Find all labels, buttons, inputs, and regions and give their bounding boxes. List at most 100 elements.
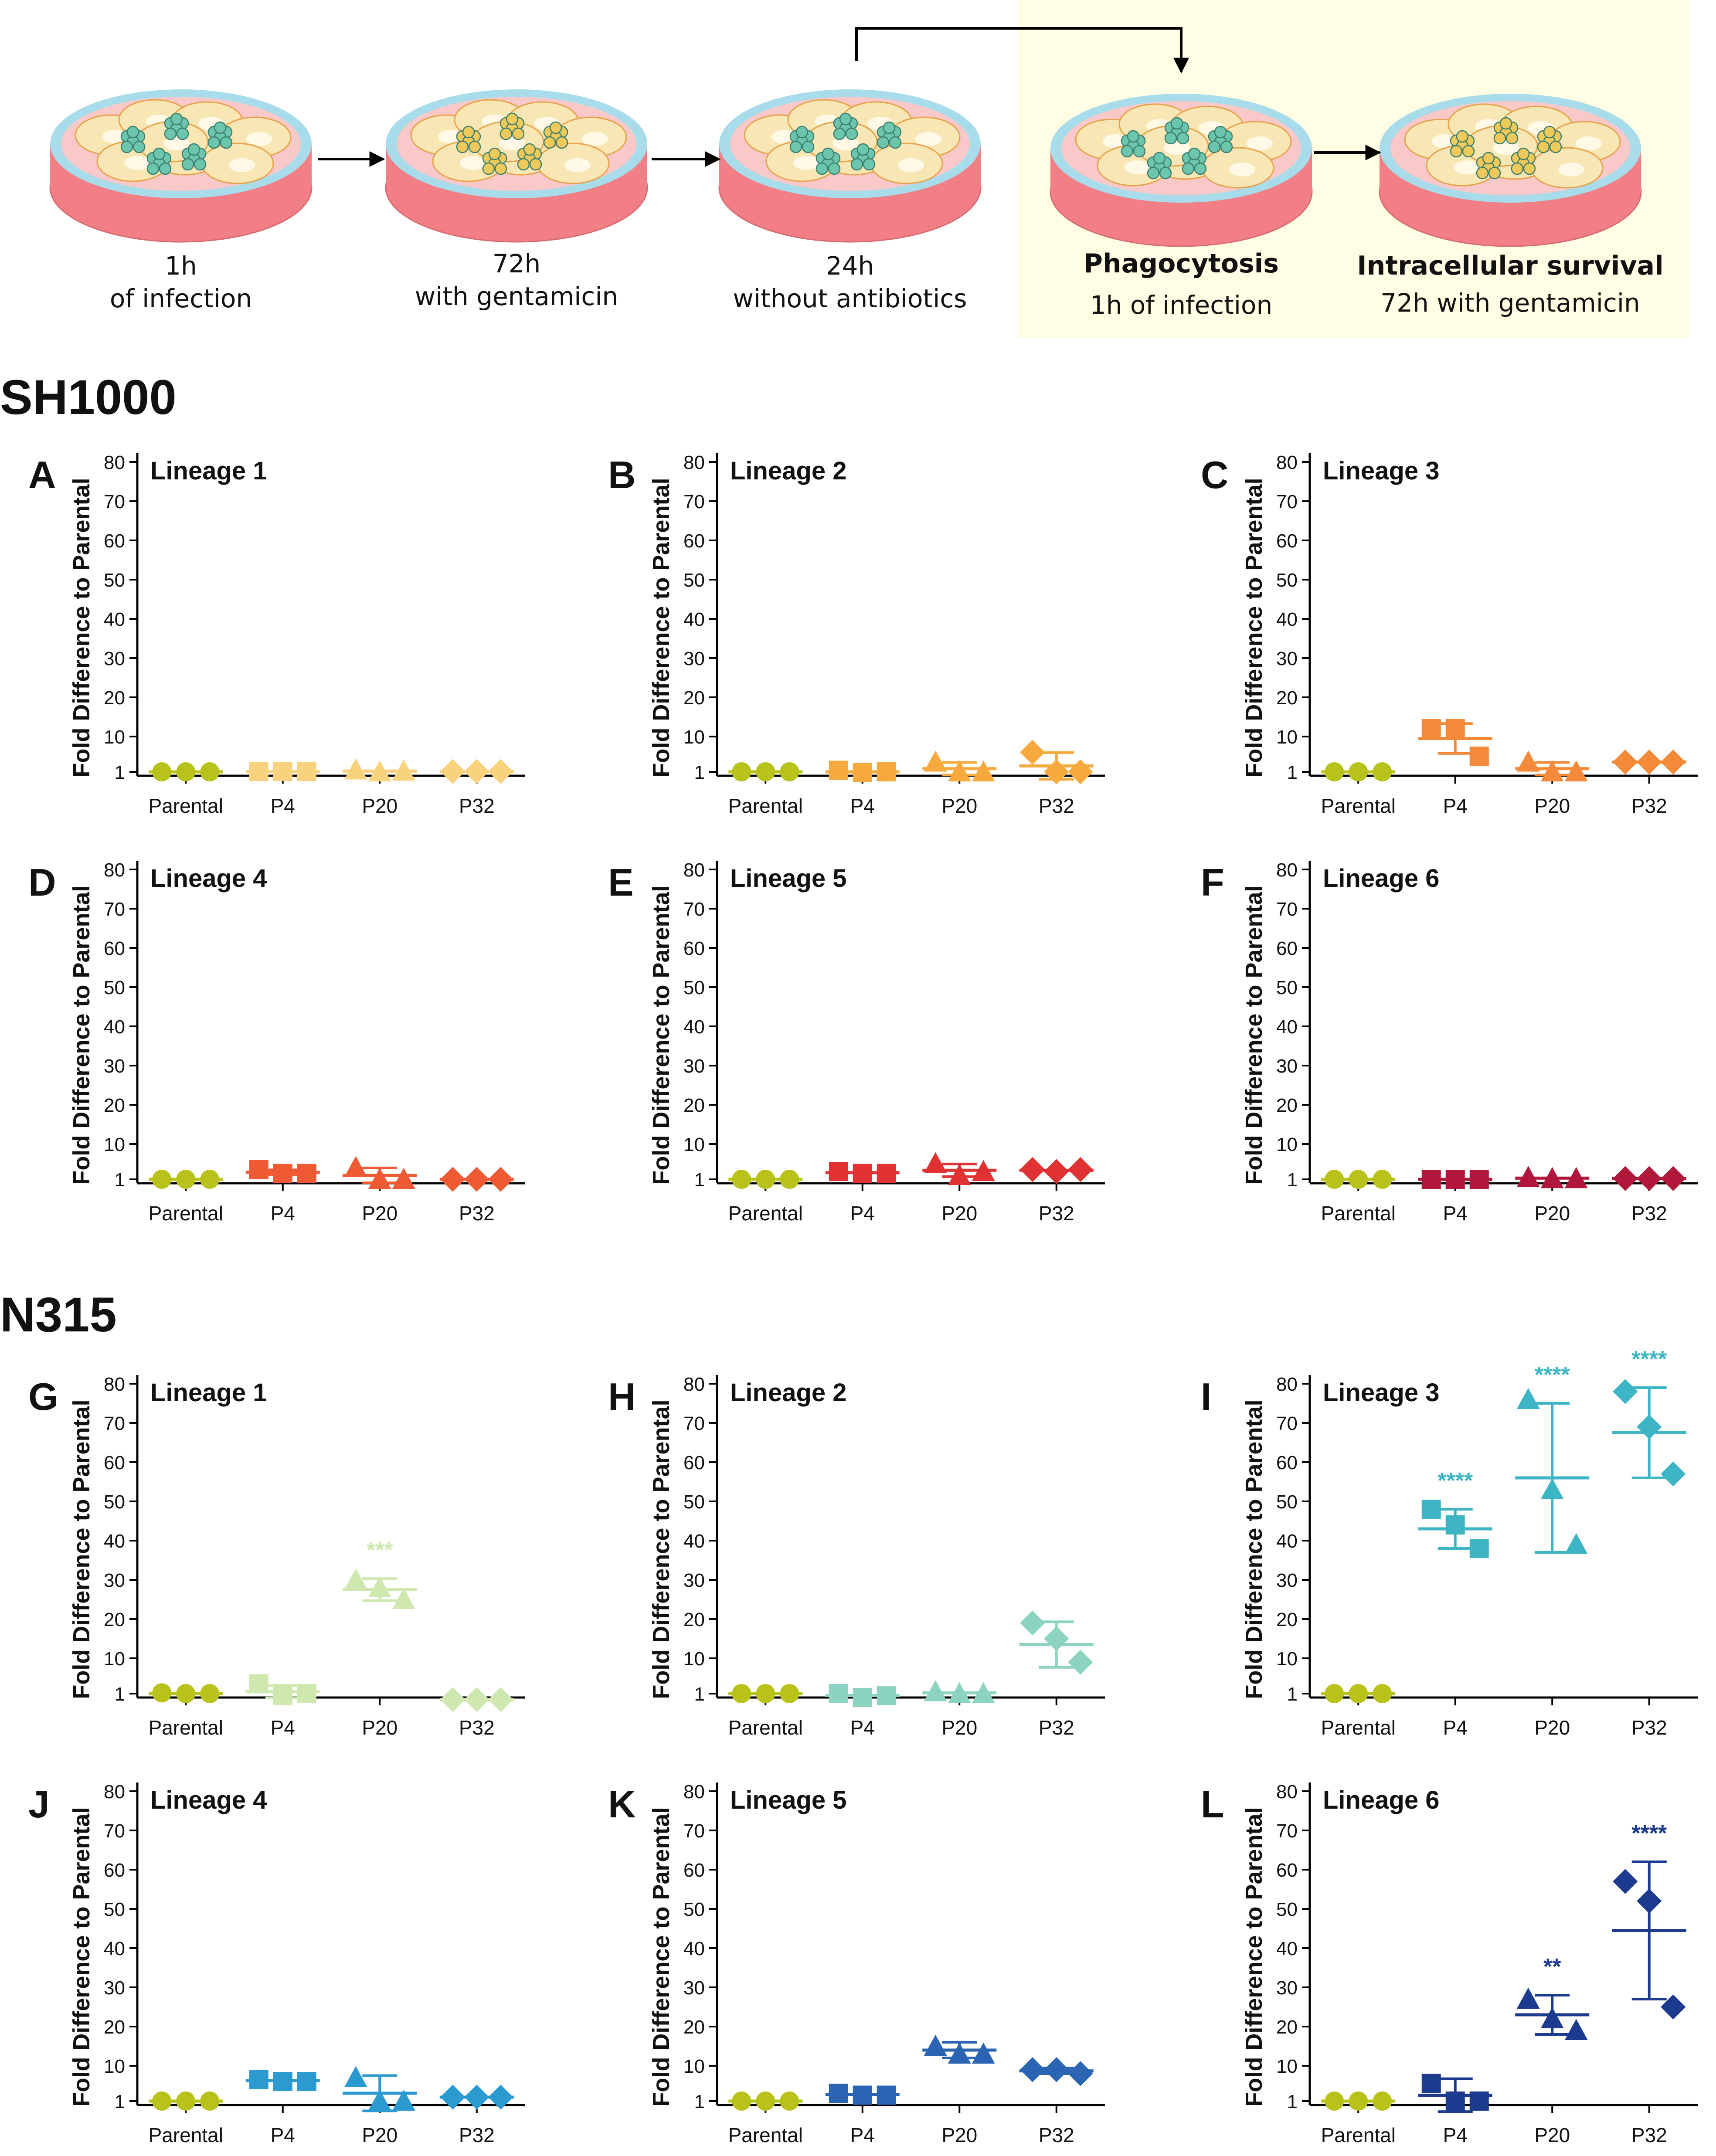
data-point-p32: [1613, 1869, 1638, 1894]
significance-stars: ****: [1437, 1468, 1473, 1494]
y-tick-label: 40: [683, 1938, 705, 1959]
panel-letter: A: [28, 453, 56, 496]
y-tick-label: 1: [694, 762, 705, 783]
data-point-p20: [972, 2042, 995, 2064]
y-tick-label: 10: [683, 2056, 705, 2077]
y-tick-label: 50: [683, 1899, 705, 1920]
bacterium: [506, 112, 519, 126]
yellow-bacteria-icon: [1450, 130, 1475, 158]
y-tick-label: 60: [1276, 1860, 1298, 1881]
panel-letter: I: [1201, 1375, 1211, 1418]
y-tick-label: 80: [104, 1781, 125, 1803]
chart-panel-l: L Fold Difference to Parental Lineage 6 1 10…: [1201, 1781, 1698, 2146]
bacterium: [555, 136, 568, 149]
y-tick-label: 1: [115, 1169, 125, 1191]
yellow-bacteria-icon: [517, 143, 542, 171]
y-axis-label: Fold Difference to Parental: [68, 478, 95, 777]
host-cell-nucleus: [1576, 136, 1602, 150]
x-tick-label: Parental: [149, 794, 223, 817]
y-tick-label: 10: [683, 1134, 705, 1155]
host-cell-nucleus: [582, 132, 608, 146]
y-tick-label: 70: [104, 491, 125, 513]
x-tick-label: P4: [850, 1716, 875, 1739]
bacterium: [856, 143, 870, 156]
y-tick-label: 20: [683, 1095, 705, 1116]
y-tick-label: 40: [104, 1016, 125, 1038]
y-tick-label: 10: [104, 2056, 125, 2077]
x-tick-label: P20: [362, 2124, 398, 2146]
y-tick-label: 20: [683, 2017, 705, 2038]
data-point-p32: [1068, 2061, 1093, 2086]
y-tick-label: 30: [683, 1056, 705, 1077]
data-point-p4: [1421, 719, 1441, 738]
bacterium: [494, 162, 507, 175]
y-tick-label: 80: [683, 452, 705, 473]
chart-panel-h: H Fold Difference to Parental Lineage 2 1 10…: [608, 1374, 1105, 1739]
green-bacteria-icon: [207, 121, 233, 149]
data-point-p20: [924, 2034, 947, 2056]
chart-panel-b: B Fold Difference to Parental Lineage 2 1 10…: [608, 452, 1105, 817]
panel-letter: K: [608, 1783, 636, 1826]
y-tick-label: 1: [1287, 1169, 1298, 1191]
arrow-step-3-to-4: [855, 27, 1189, 74]
bacterium: [863, 158, 876, 171]
x-tick-label: P4: [271, 1202, 295, 1225]
y-axis-label: Fold Difference to Parental: [1241, 1807, 1267, 2106]
bacterium: [1133, 145, 1146, 158]
y-tick-label: 40: [1276, 609, 1298, 630]
dish-step-3: [718, 89, 982, 243]
panel-letter: D: [28, 861, 56, 904]
y-tick-label: 80: [1276, 452, 1298, 473]
y-tick-label: 70: [104, 1820, 125, 1842]
data-point-p32: [1661, 1994, 1686, 2020]
x-tick-label: Parental: [728, 2124, 803, 2146]
y-tick-label: 40: [683, 1531, 705, 1552]
chart-title: Lineage 4: [150, 1786, 267, 1814]
y-tick-label: 60: [1276, 1452, 1298, 1474]
x-tick-label: Parental: [149, 1716, 223, 1739]
x-tick-label: P20: [1534, 2124, 1570, 2146]
x-tick-label: P4: [271, 1716, 295, 1739]
x-tick-label: Parental: [1321, 1716, 1396, 1739]
data-point-p20: [392, 1168, 415, 1189]
chart-panel-d: D Fold Difference to Parental Lineage 4 1 10…: [28, 859, 525, 1225]
y-tick-label: 80: [683, 859, 705, 881]
y-tick-label: 20: [1276, 687, 1298, 709]
significance-stars: ****: [1631, 1821, 1667, 1846]
step-5-title: Intracellular survival: [1357, 251, 1663, 281]
host-cell-nucleus: [1454, 160, 1480, 174]
bacterium: [207, 136, 221, 149]
data-point-p4: [297, 1684, 316, 1703]
bacterium: [1214, 126, 1227, 139]
chart-title: Lineage 2: [730, 457, 847, 485]
bacterium: [214, 121, 227, 134]
panel-letter: C: [1201, 453, 1229, 496]
chart-panel-i: I Fold Difference to Parental Lineage 3 1 10…: [1201, 1347, 1698, 1739]
green-bacteria-icon: [1164, 117, 1189, 145]
step-5-desc: 72h with gentamicin: [1380, 288, 1640, 318]
data-point-p20: [1564, 760, 1588, 781]
y-axis-label: Fold Difference to Parental: [1241, 885, 1267, 1185]
data-point-p20: [1564, 1533, 1588, 1554]
y-tick-label: 60: [1276, 938, 1298, 959]
significance-stars: **: [1543, 1954, 1561, 1979]
chart-panel-e: E Fold Difference to Parental Lineage 5 1 10…: [608, 859, 1105, 1225]
data-point-p20: [1564, 2019, 1588, 2040]
green-bacteria-icon: [146, 147, 172, 175]
bacterium: [126, 126, 139, 139]
y-tick-label: 70: [683, 899, 705, 920]
x-tick-label: P4: [1443, 2124, 1468, 2146]
y-tick-label: 20: [104, 1095, 125, 1116]
x-tick-label: Parental: [1321, 1202, 1396, 1225]
data-point-p20: [972, 760, 995, 781]
y-tick-label: 70: [1276, 899, 1298, 920]
y-tick-label: 60: [683, 1452, 705, 1474]
y-tick-label: 60: [104, 530, 125, 552]
y-tick-label: 80: [104, 859, 125, 881]
green-bacteria-icon: [164, 112, 189, 140]
y-tick-label: 10: [1276, 727, 1298, 748]
y-tick-label: 70: [683, 1413, 705, 1434]
significance-stars: ***: [367, 1538, 393, 1563]
y-tick-label: 70: [1276, 1413, 1298, 1434]
bacterium: [456, 140, 469, 153]
